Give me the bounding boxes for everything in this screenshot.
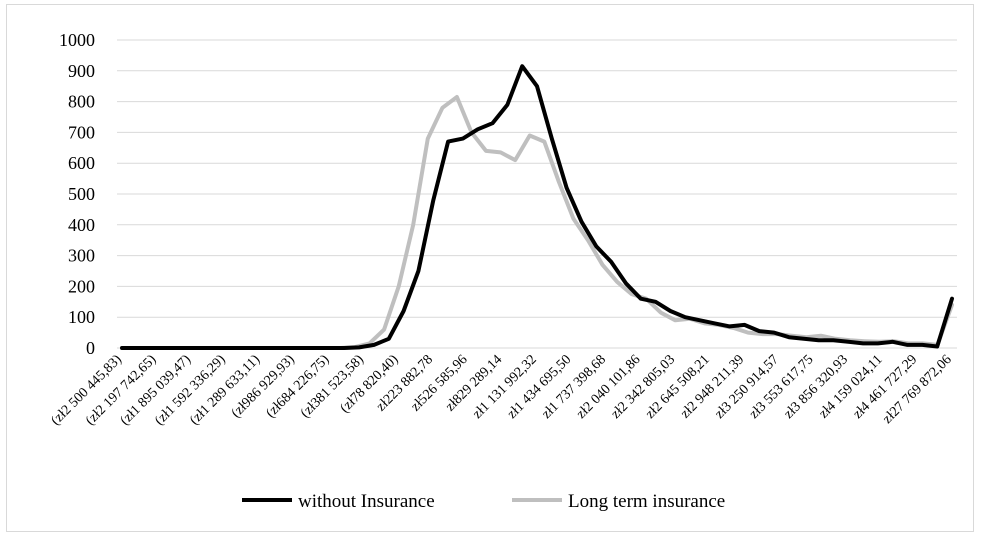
- y-tick-label: 0: [86, 338, 95, 358]
- y-tick-label: 1000: [59, 30, 95, 50]
- y-tick-label: 900: [68, 61, 95, 81]
- y-tick-label: 100: [68, 307, 95, 327]
- y-tick-label: 500: [68, 184, 95, 204]
- line-chart: 0 100 200 300 400 500 600 700 800 900 1000 (zł2 50…: [49, 30, 957, 512]
- y-tick-label: 200: [68, 276, 95, 296]
- series-line-0: [120, 64, 954, 350]
- x-axis-ticks: (zł2 500 445,83)(zł2 197 742,65)(zł1 895…: [49, 352, 955, 429]
- y-tick-label: 300: [68, 246, 95, 266]
- series-line-1: [120, 95, 954, 350]
- legend-label-0: without Insurance: [298, 491, 435, 512]
- legend: without Insurance Long term insurance: [242, 491, 725, 512]
- series-lines: [120, 64, 954, 350]
- gridlines: [117, 39, 957, 318]
- y-axis-ticks: 0 100 200 300 400 500 600 700 800 900 1000: [59, 30, 95, 358]
- chart-frame: 0 100 200 300 400 500 600 700 800 900 1000 (zł2 50…: [6, 4, 974, 532]
- y-tick-label: 600: [68, 153, 95, 173]
- y-tick-label: 400: [68, 215, 95, 235]
- legend-label-1: Long term insurance: [568, 491, 725, 512]
- y-tick-label: 800: [68, 92, 95, 112]
- y-tick-label: 700: [68, 122, 95, 142]
